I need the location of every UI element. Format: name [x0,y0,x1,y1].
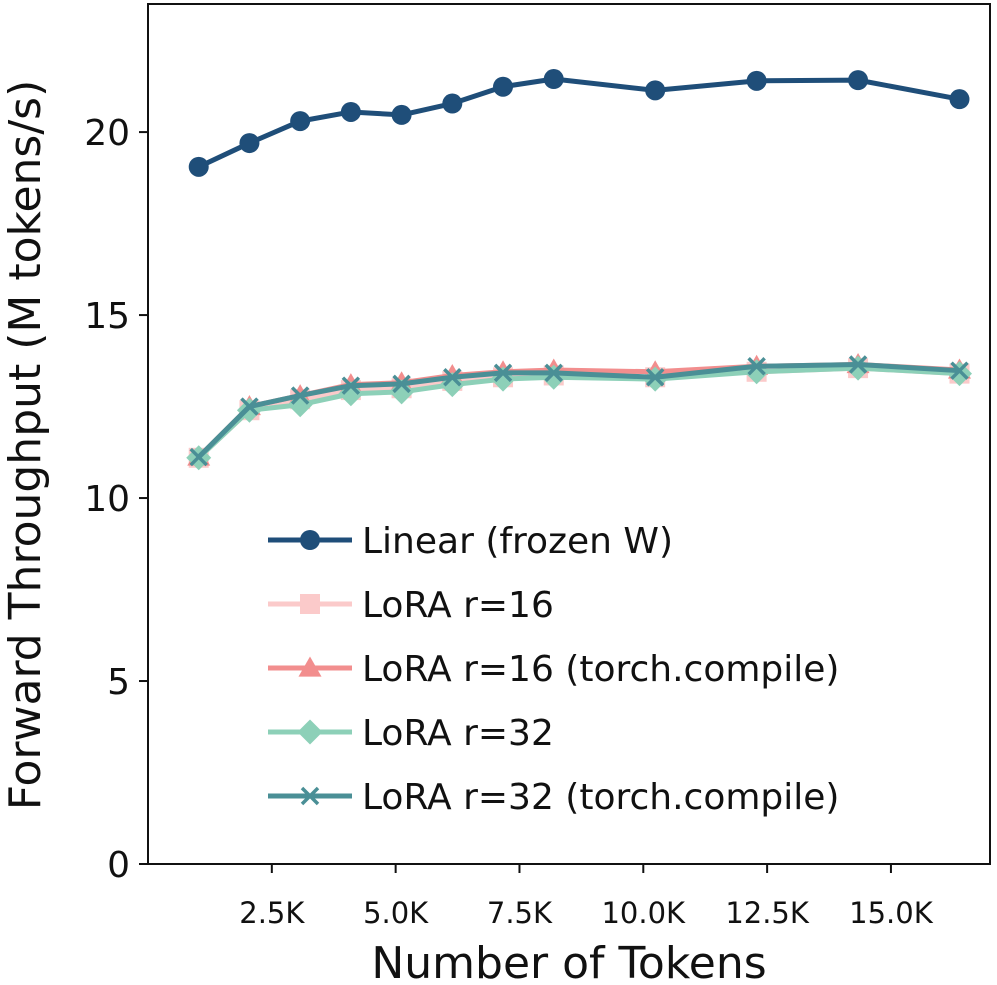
x-tick-label: 7.5K [487,896,553,930]
data-point [290,386,310,405]
data-point [236,397,262,423]
legend-marker [298,656,322,677]
legend-label: LoRA r=16 (torch.compile) [362,649,839,690]
legend-item: LoRA r=32 [268,713,554,754]
data-point [341,376,361,395]
data-point [189,447,208,467]
data-point [493,76,514,97]
series-line [196,361,962,460]
x-axis-label: Number of Tokens [371,938,766,985]
series-layer [186,69,972,471]
plot-area [147,3,991,865]
data-point [747,357,766,376]
legend-marker [300,786,320,806]
y-tick-label: 0 [107,845,130,886]
x-axis-ticks: 2.5K 5.0K 7.5K 10.0K 12.5K 15.0K [239,864,934,930]
data-point [391,104,412,125]
data-point [240,397,259,416]
data-point [442,93,463,114]
data-point [645,368,665,387]
data-point [239,133,260,154]
series-line [196,365,962,461]
legend-item: LoRA r=16 (torch.compile) [268,649,839,690]
data-point [950,361,969,380]
series-line [196,365,962,461]
data-point [848,355,868,374]
series-5 [189,355,969,467]
y-axis-ticks: 0 5 10 15 20 [84,113,148,886]
data-point [949,89,970,110]
data-point [544,363,563,383]
legend-label: LoRA r=32 [362,713,554,754]
legend-item: LoRA r=16 [268,585,554,626]
legend-label: LoRA r=32 (torch.compile) [362,777,839,818]
legend: Linear (frozen W) LoRA r=16 LoRA r=16 (tor… [268,521,839,818]
series-1 [188,69,970,177]
legend-marker [300,594,320,614]
data-point [188,156,209,177]
y-axis-label: Forward Throughput (M tokens/s) [0,80,51,811]
y-tick-label: 15 [84,296,130,337]
legend-label: Linear (frozen W) [362,521,673,562]
data-point [848,70,869,91]
legend-marker [297,719,323,745]
x-tick-label: 5.0K [363,896,429,930]
data-point [290,111,311,132]
legend-item: Linear (frozen W) [268,521,673,562]
series-line [196,76,962,170]
legend-marker [300,530,320,550]
data-point [845,355,871,381]
data-point [645,80,666,101]
x-tick-label: 2.5K [239,896,305,930]
plot-frame [147,3,991,865]
data-point [746,70,767,91]
x-tick-label: 12.5K [725,896,810,930]
data-point [443,368,462,387]
legend-item: LoRA r=32 (torch.compile) [268,777,839,818]
data-point [493,363,513,383]
x-tick-label: 15.0K [849,896,934,930]
data-point [946,361,972,387]
data-point [392,374,411,394]
data-point [543,69,564,90]
y-tick-label: 20 [84,113,130,154]
y-tick-label: 10 [84,479,130,520]
legend-label: LoRA r=16 [362,585,554,626]
data-point [340,101,361,122]
y-tick-label: 5 [107,662,130,703]
x-tick-label: 10.0K [601,896,686,930]
